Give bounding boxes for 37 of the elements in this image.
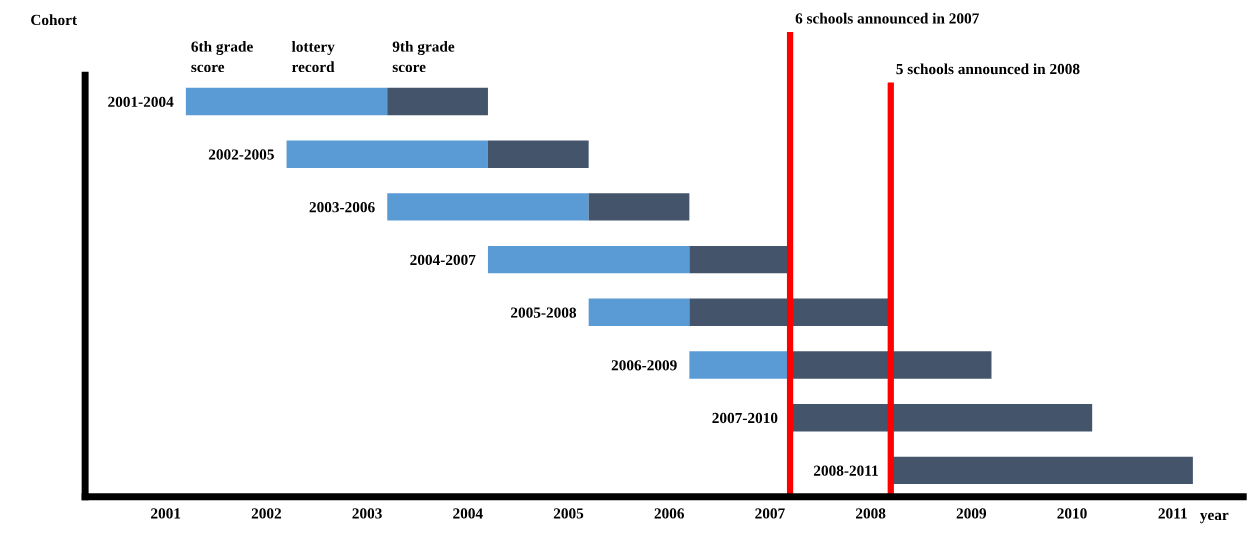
bar bbox=[790, 351, 992, 379]
bar bbox=[588, 193, 690, 221]
x-tick-label: 2003 bbox=[352, 508, 382, 519]
y-tick-label: 2007-2010 bbox=[712, 412, 778, 424]
y-tick-label: 2008-2011 bbox=[813, 465, 878, 476]
y-tick-label: 2006-2009 bbox=[611, 360, 677, 371]
x-tick-label: 2002 bbox=[251, 508, 282, 519]
x-axis-title: year bbox=[1200, 512, 1229, 524]
bar bbox=[487, 140, 589, 168]
ref-line-label: 5 schools announced in 2008 bbox=[896, 63, 1080, 75]
x-tick-label: 2010 bbox=[1057, 508, 1087, 519]
x-tick-label: 2011 bbox=[1158, 508, 1187, 519]
bar bbox=[790, 403, 1093, 432]
text: 6th grade score bbox=[191, 40, 253, 73]
bar bbox=[286, 140, 488, 168]
ref-line-label: 6 schools announced in 2007 bbox=[795, 12, 979, 24]
bar bbox=[387, 87, 488, 116]
bar bbox=[689, 298, 891, 326]
y-tick-label: 2003-2006 bbox=[309, 202, 375, 213]
x-tick-label: 2001 bbox=[151, 508, 181, 519]
x-tick-label: 2009 bbox=[956, 508, 987, 519]
x-tick-label: 2006 bbox=[654, 508, 685, 519]
bar bbox=[387, 193, 589, 221]
x-tick-label: 2007 bbox=[755, 508, 785, 519]
x-tick-label: 2004 bbox=[453, 508, 483, 519]
y-axis-title: Cohort bbox=[31, 14, 77, 26]
y-tick-label: 2005-2008 bbox=[511, 307, 577, 318]
y-tick-label: 2002-2005 bbox=[208, 149, 274, 160]
x-tick-label: 2005 bbox=[553, 508, 584, 519]
y-tick-label: 2004-2007 bbox=[410, 254, 476, 266]
y-tick-label: 2001-2004 bbox=[108, 96, 174, 107]
x-tick-label: 2008 bbox=[855, 508, 886, 519]
bar bbox=[487, 245, 690, 274]
text: lottery record bbox=[291, 41, 335, 73]
text: 9th grade score bbox=[392, 40, 455, 73]
bar bbox=[185, 87, 388, 116]
bar bbox=[588, 298, 690, 326]
